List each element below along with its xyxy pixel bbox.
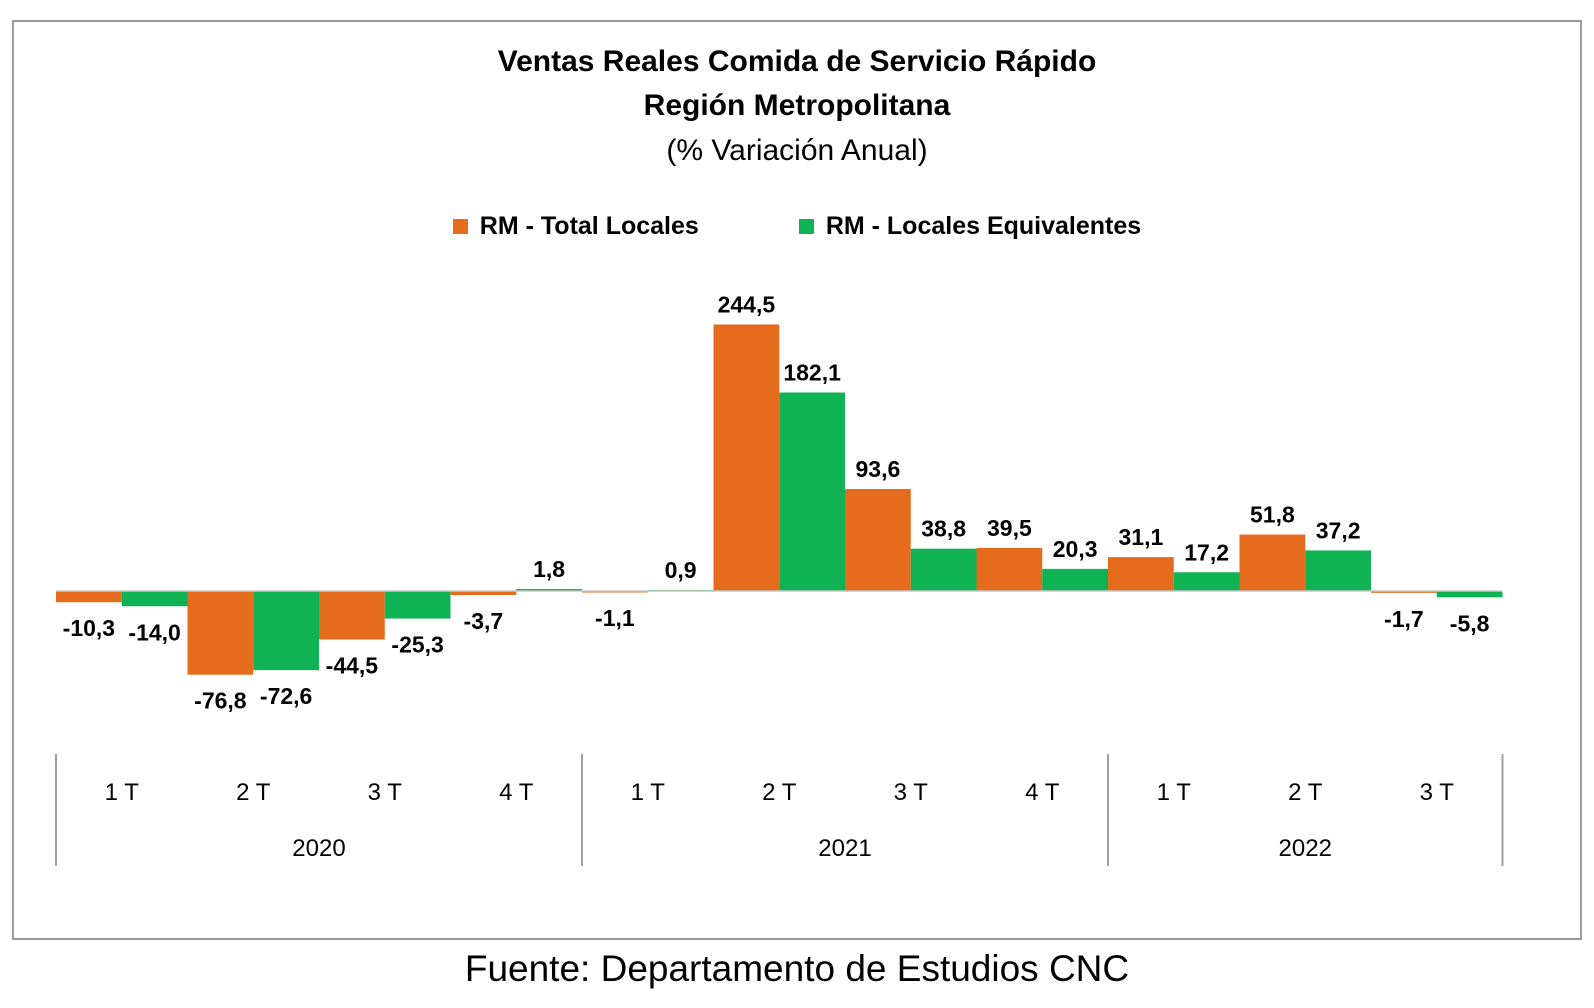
data-label-locales-equivalentes: -14,0	[128, 619, 180, 645]
x-tick-label: 1 T	[631, 779, 666, 806]
data-label-locales-equivalentes: 182,1	[783, 360, 841, 386]
data-label-total-locales: 51,8	[1250, 502, 1295, 528]
legend: RM - Total Locales RM - Locales Equivale…	[0, 212, 1594, 241]
data-label-locales-equivalentes: -25,3	[391, 632, 443, 658]
bar-total-locales	[56, 591, 122, 603]
bar-total-locales	[1371, 591, 1437, 593]
bar-total-locales	[319, 591, 385, 640]
data-label-total-locales: 93,6	[855, 456, 900, 482]
data-label-total-locales: -1,7	[1384, 606, 1424, 632]
data-label-locales-equivalentes: -5,8	[1450, 610, 1490, 636]
x-tick-label: 2 T	[236, 779, 271, 806]
data-label-total-locales: 244,5	[718, 291, 776, 317]
x-tick-label: 3 T	[1420, 779, 1455, 806]
data-label-total-locales: -3,7	[464, 608, 504, 634]
bar-total-locales	[713, 324, 780, 591]
bar-total-locales	[187, 591, 254, 675]
data-label-locales-equivalentes: -72,6	[260, 683, 312, 709]
data-label-locales-equivalentes: 0,9	[665, 557, 697, 583]
legend-swatch-locales-equivalentes	[798, 219, 814, 234]
data-label-locales-equivalentes: 17,2	[1184, 539, 1229, 565]
bar-locales-equivalentes	[1305, 550, 1371, 591]
bar-locales-equivalentes	[516, 589, 582, 591]
x-tick-label: 4 T	[499, 779, 534, 806]
bar-total-locales	[845, 488, 911, 591]
bar-locales-equivalentes	[121, 591, 188, 607]
bar-locales-equivalentes	[1436, 591, 1503, 598]
legend-item-locales-equivalentes: RM - Locales Equivalentes	[798, 212, 1142, 241]
x-group-label: 2021	[818, 835, 871, 862]
data-label-locales-equivalentes: 1,8	[533, 556, 565, 582]
bar-locales-equivalentes	[384, 591, 451, 619]
x-group-label: 2020	[292, 835, 345, 862]
chart-subtitle-units: (% Variación Anual)	[666, 134, 928, 167]
bar-locales-equivalentes	[1042, 568, 1108, 591]
x-tick-label: 1 T	[1157, 779, 1192, 806]
bar-total-locales	[1239, 534, 1306, 591]
source-note: Fuente: Departamento de Estudios CNC	[464, 948, 1130, 989]
data-label-total-locales: -10,3	[63, 615, 115, 641]
x-tick-label: 3 T	[368, 779, 403, 806]
chart-subtitle: Región Metropolitana	[643, 89, 951, 122]
bar-total-locales	[450, 591, 517, 596]
bar-total-locales	[976, 547, 1043, 591]
legend-item-total-locales: RM - Total Locales	[452, 212, 699, 241]
x-tick-label: 3 T	[894, 779, 929, 806]
legend-label-total-locales: RM - Total Locales	[479, 212, 699, 240]
data-label-locales-equivalentes: 38,8	[921, 516, 966, 542]
chart-title: Ventas Reales Comida de Servicio Rápido	[497, 45, 1097, 78]
x-group-label: 2022	[1279, 835, 1332, 862]
data-label-total-locales: 39,5	[987, 515, 1032, 541]
legend-label-locales-equivalentes: RM - Locales Equivalentes	[825, 212, 1142, 240]
x-tick-label: 2 T	[1288, 779, 1323, 806]
data-label-total-locales: 31,1	[1118, 524, 1163, 550]
data-label-locales-equivalentes: 37,2	[1316, 517, 1361, 543]
data-label-total-locales: -1,1	[595, 605, 635, 631]
x-tick-label: 2 T	[762, 779, 797, 806]
x-tick-label: 4 T	[1025, 779, 1060, 806]
bar-locales-equivalentes	[910, 548, 977, 591]
bar-total-locales	[1108, 557, 1174, 591]
data-label-locales-equivalentes: 20,3	[1053, 536, 1098, 562]
x-tick-label: 1 T	[105, 779, 140, 806]
legend-swatch-total-locales	[452, 219, 468, 234]
bar-locales-equivalentes	[1173, 572, 1240, 591]
bar-locales-equivalentes	[779, 392, 845, 591]
data-label-total-locales: -76,8	[194, 688, 247, 714]
bar-locales-equivalentes	[253, 591, 319, 671]
data-label-total-locales: -44,5	[326, 653, 379, 679]
